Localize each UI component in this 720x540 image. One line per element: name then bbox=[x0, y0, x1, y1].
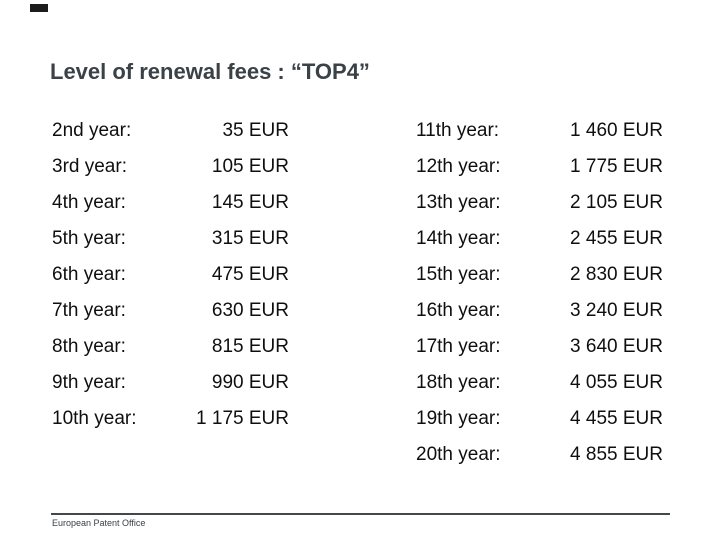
year-label: 8th year: bbox=[52, 336, 126, 357]
year-label: 5th year: bbox=[52, 228, 126, 249]
year-label: 11th year: bbox=[416, 120, 500, 141]
fee-value: 815 EUR bbox=[211, 336, 289, 357]
table-row: 17th year: 3 640 EUR bbox=[412, 329, 663, 365]
table-row: 5th year: 315 EUR bbox=[48, 221, 289, 257]
table-row: 12th year: 1 775 EUR bbox=[412, 149, 663, 185]
year-label: 3rd year: bbox=[52, 156, 127, 177]
fee-value: 3 640 EUR bbox=[570, 336, 663, 357]
table-row: 18th year: 4 055 EUR bbox=[412, 365, 663, 401]
table-row: 13th year: 2 105 EUR bbox=[412, 185, 663, 221]
fee-value: 3 240 EUR bbox=[570, 300, 663, 321]
fee-table-years-2-10: 2nd year: 35 EUR 3rd year: 105 EUR 4th y… bbox=[48, 113, 289, 437]
fee-value: 2 455 EUR bbox=[570, 228, 663, 249]
table-row: 20th year: 4 855 EUR bbox=[412, 437, 663, 473]
table-row: 3rd year: 105 EUR bbox=[48, 149, 289, 185]
fee-value: 2 830 EUR bbox=[570, 264, 663, 285]
year-label: 4th year: bbox=[52, 192, 126, 213]
table-row: 4th year: 145 EUR bbox=[48, 185, 289, 221]
footer-divider bbox=[51, 513, 670, 515]
table-row: 2nd year: 35 EUR bbox=[48, 113, 289, 149]
year-label: 14th year: bbox=[416, 228, 501, 249]
fee-value: 2 105 EUR bbox=[570, 192, 663, 213]
year-label: 10th year: bbox=[52, 408, 137, 429]
year-label: 7th year: bbox=[52, 300, 126, 321]
fee-value: 1 175 EUR bbox=[196, 408, 289, 429]
fee-value: 4 055 EUR bbox=[570, 372, 663, 393]
fee-value: 105 EUR bbox=[211, 156, 289, 177]
table-row: 15th year: 2 830 EUR bbox=[412, 257, 663, 293]
year-label: 18th year: bbox=[416, 372, 501, 393]
year-label: 16th year: bbox=[416, 300, 501, 321]
table-row: 11th year: 1 460 EUR bbox=[412, 113, 663, 149]
table-row: 7th year: 630 EUR bbox=[48, 293, 289, 329]
year-label: 13th year: bbox=[416, 192, 501, 213]
fee-value: 145 EUR bbox=[211, 192, 289, 213]
fee-value: 475 EUR bbox=[211, 264, 289, 285]
fee-value: 990 EUR bbox=[211, 372, 289, 393]
table-row: 8th year: 815 EUR bbox=[48, 329, 289, 365]
fee-value: 315 EUR bbox=[211, 228, 289, 249]
corner-mark bbox=[30, 4, 48, 12]
fee-value: 1 775 EUR bbox=[570, 156, 663, 177]
year-label: 2nd year: bbox=[52, 120, 132, 141]
footer-org-name: European Patent Office bbox=[52, 518, 146, 528]
fee-value: 1 460 EUR bbox=[570, 120, 663, 141]
fee-value: 35 EUR bbox=[222, 120, 289, 141]
fee-value: 4 855 EUR bbox=[570, 444, 663, 465]
table-row: 9th year: 990 EUR bbox=[48, 365, 289, 401]
year-label: 9th year: bbox=[52, 372, 126, 393]
year-label: 12th year: bbox=[416, 156, 501, 177]
year-label: 17th year: bbox=[416, 336, 501, 357]
table-row: 14th year: 2 455 EUR bbox=[412, 221, 663, 257]
fee-value: 4 455 EUR bbox=[570, 408, 663, 429]
table-row: 16th year: 3 240 EUR bbox=[412, 293, 663, 329]
fee-table-years-11-20: 11th year: 1 460 EUR 12th year: 1 775 EU… bbox=[412, 113, 663, 473]
table-row: 6th year: 475 EUR bbox=[48, 257, 289, 293]
year-label: 19th year: bbox=[416, 408, 501, 429]
table-row: 19th year: 4 455 EUR bbox=[412, 401, 663, 437]
table-row: 10th year: 1 175 EUR bbox=[48, 401, 289, 437]
year-label: 15th year: bbox=[416, 264, 501, 285]
page-title: Level of renewal fees : “TOP4” bbox=[50, 58, 370, 84]
year-label: 6th year: bbox=[52, 264, 126, 285]
year-label: 20th year: bbox=[416, 444, 501, 465]
fee-value: 630 EUR bbox=[211, 300, 289, 321]
